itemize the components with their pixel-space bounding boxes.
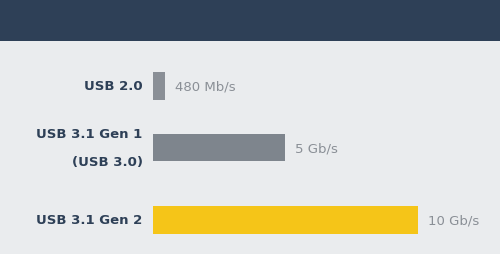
Bar: [152, 73, 165, 100]
Text: USB 3.1 Gen 1: USB 3.1 Gen 1: [36, 128, 142, 141]
Text: (USB 3.0): (USB 3.0): [72, 155, 142, 168]
Text: 480 Mb/s: 480 Mb/s: [175, 80, 236, 93]
Text: 10 Gb/s: 10 Gb/s: [428, 214, 479, 227]
Bar: [152, 206, 418, 234]
Bar: [152, 134, 285, 162]
Text: USB 2.0: USB 2.0: [84, 80, 142, 93]
Text: USB 3.1 Gen 2: USB 3.1 Gen 2: [36, 214, 142, 227]
Text: 5 Gb/s: 5 Gb/s: [295, 141, 338, 154]
